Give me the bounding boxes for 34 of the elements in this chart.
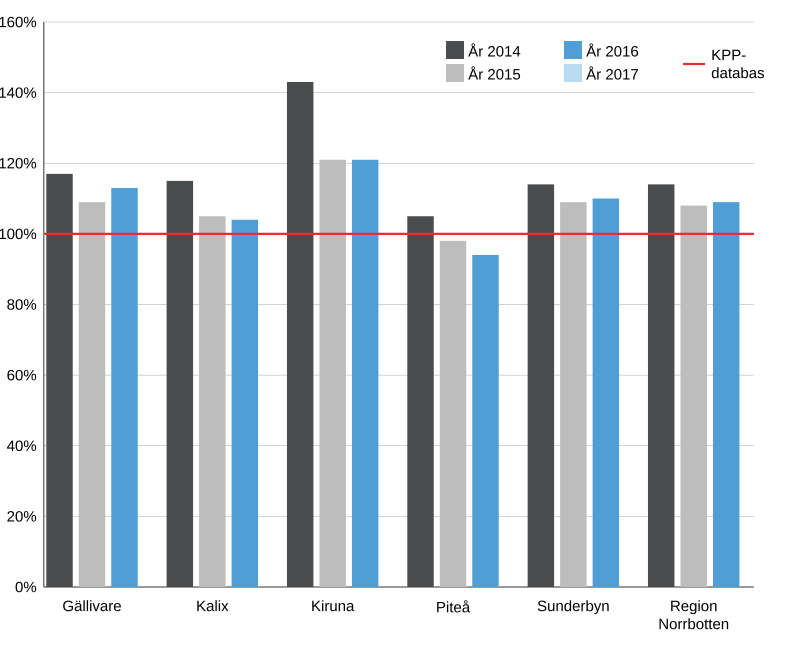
x-tick-label: Kalix — [197, 600, 228, 612]
bar — [407, 216, 434, 587]
bar — [111, 188, 138, 587]
y-tick-label: 20% — [7, 511, 36, 522]
x-tick-label: Region Norrbotten — [660, 600, 728, 630]
bar — [46, 174, 73, 587]
x-tick-label: Gällivare — [63, 600, 121, 612]
bar — [560, 202, 587, 587]
bar — [592, 198, 620, 587]
bar — [166, 180, 194, 587]
bar — [472, 255, 499, 587]
legend-label: År 2015 — [468, 66, 520, 80]
bar — [528, 184, 554, 587]
x-tick-label: Piteå — [437, 600, 470, 612]
bar — [352, 160, 378, 587]
bar — [286, 82, 314, 587]
y-tick-label: 0% — [16, 582, 36, 592]
y-tick-label: 60% — [7, 370, 36, 380]
x-tick-label: Kiruna — [312, 600, 354, 612]
bar — [712, 202, 740, 587]
legend-label: KPP-databas — [712, 50, 764, 78]
x-tick-label: Sunderbyn — [538, 600, 609, 614]
bar — [680, 206, 707, 587]
bar — [232, 220, 258, 587]
legend-label: År 2016 — [586, 43, 638, 57]
bar — [78, 202, 106, 587]
legend-label: År 2017 — [586, 66, 638, 80]
bar — [319, 160, 346, 587]
y-tick-label: 40% — [6, 440, 36, 452]
bar — [440, 240, 466, 587]
y-tick-label: 80% — [7, 299, 36, 310]
bar — [648, 184, 674, 587]
legend-label: År 2014 — [468, 43, 520, 57]
bar — [199, 216, 226, 587]
